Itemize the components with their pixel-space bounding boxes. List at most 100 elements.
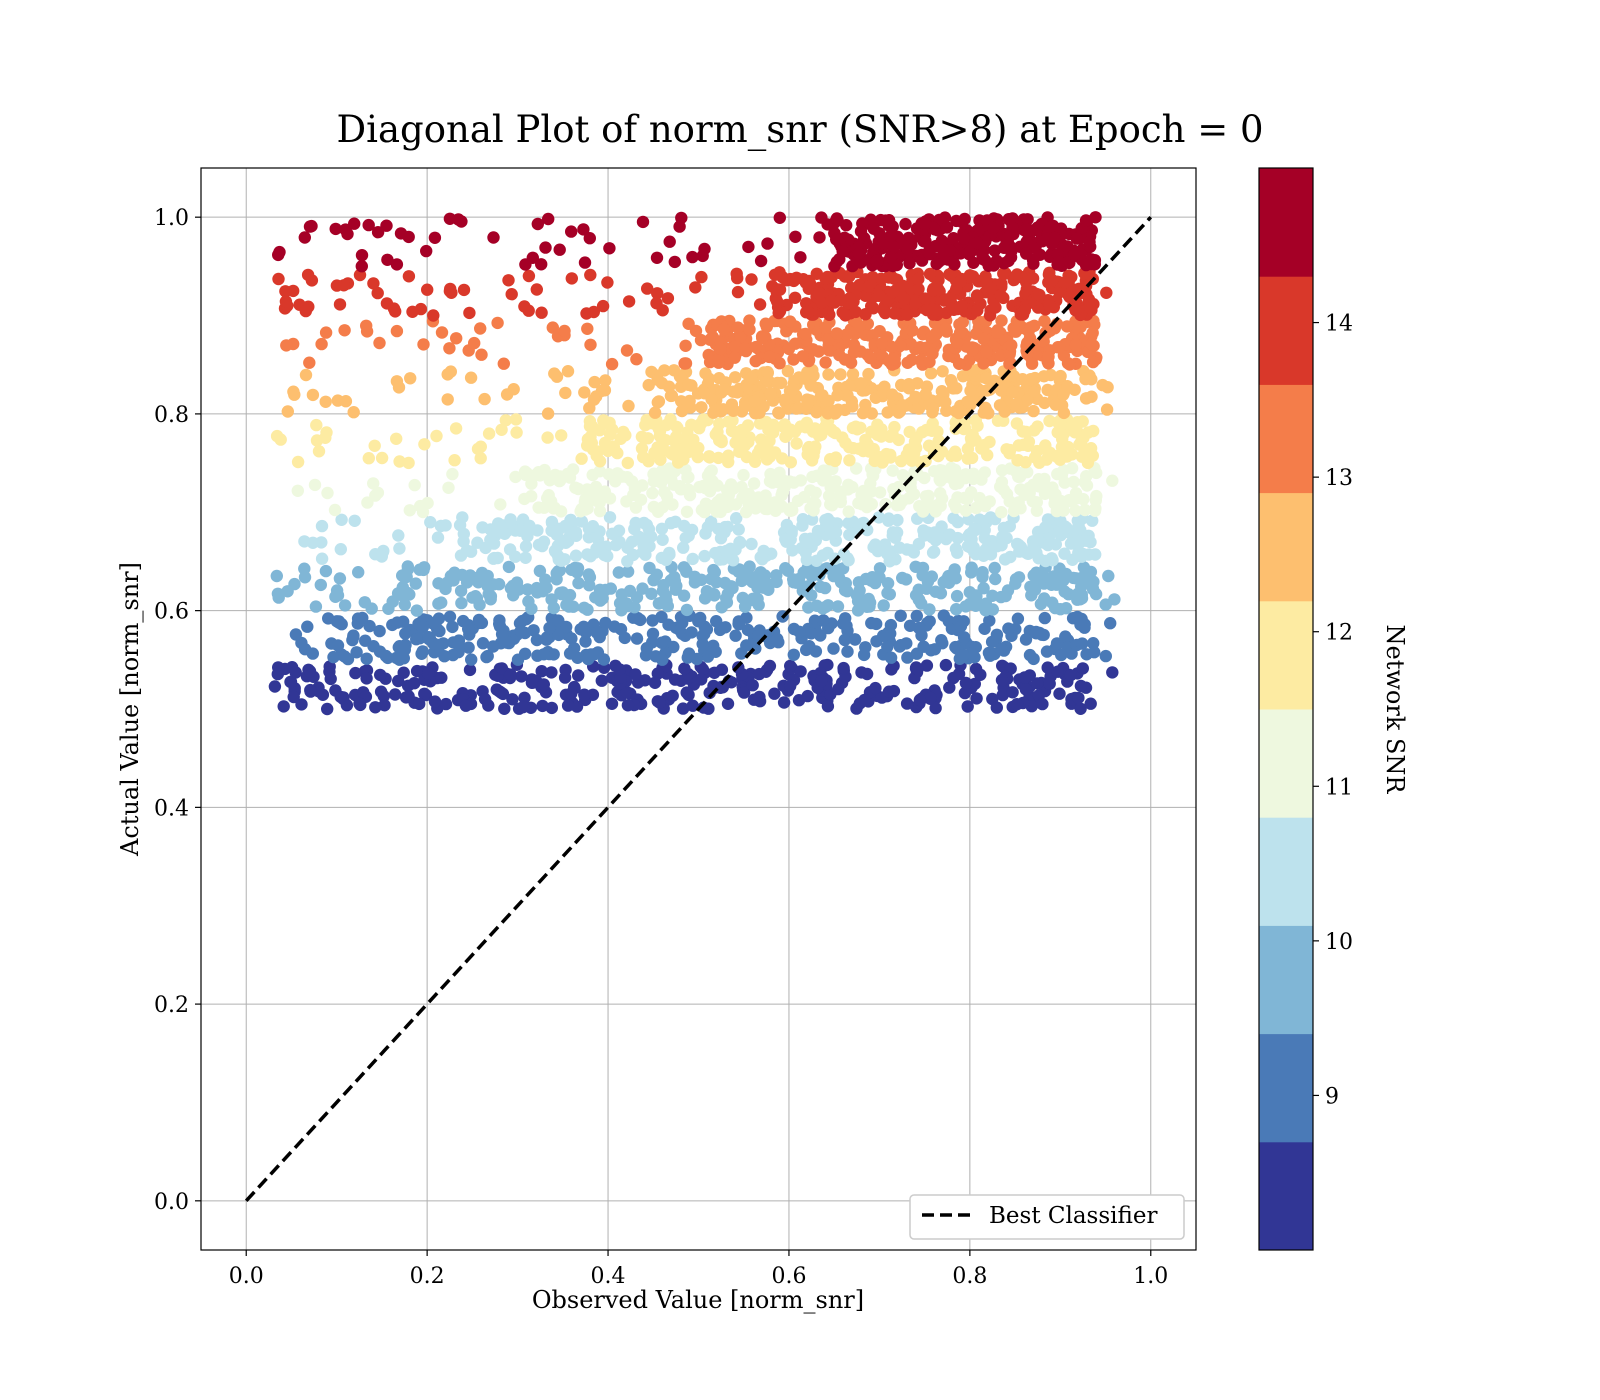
scatter-point [635,430,649,443]
scatter-point [697,479,710,493]
scatter-point [314,578,327,592]
scatter-point [922,439,936,452]
scatter-point [375,550,388,563]
scatter-point [919,218,932,231]
scatter-point [959,504,973,517]
scatter-point [884,229,897,243]
scatter-point [753,667,766,681]
scatter-point [526,676,540,689]
scatter-point [540,581,553,594]
scatter-point [686,552,699,566]
colorbar-segment [1259,492,1313,602]
scatter-point [609,538,623,552]
scatter-point [1084,442,1098,455]
scatter-point [1000,487,1014,501]
scatter-point [979,254,992,267]
scatter-point [773,211,786,224]
scatter-point [415,647,428,660]
scatter-point [545,524,558,537]
scatter-point [459,699,473,712]
scatter-point [498,702,511,715]
scatter-point [599,616,612,630]
scatter-point [1060,320,1074,333]
scatter-point [810,469,824,482]
scatter-point [476,637,490,650]
scatter-point [390,432,403,445]
scatter-point [1028,583,1042,596]
scatter-point [1043,446,1057,459]
scatter-point [360,652,373,665]
x-tick-label: 0.6 [771,1264,806,1289]
scatter-point [402,690,415,703]
scatter-point [303,220,317,233]
scatter-point [782,342,796,356]
scatter-point [289,666,302,679]
scatter-point [629,516,642,530]
scatter-point [578,688,591,701]
scatter-point [457,283,471,297]
scatter-point [475,348,488,361]
scatter-point [1051,467,1064,481]
scatter-point [749,593,763,606]
scatter-point [708,589,721,602]
scatter-point [907,488,921,501]
scatter-point [622,295,636,308]
scatter-point [330,279,344,292]
scatter-point [1090,466,1103,480]
scatter-point [720,483,734,497]
scatter-point [722,455,735,469]
scatter-point [593,630,606,644]
scatter-point [718,383,731,396]
scatter-point [896,494,909,507]
scatter-point [331,639,345,652]
scatter-point [805,379,818,392]
scatter-point [362,452,375,465]
scatter-point [772,407,786,420]
scatter-point [540,633,553,646]
x-axis-label: Observed Value [norm_snr] [532,1286,864,1314]
scatter-point [509,470,522,484]
scatter-point [1051,665,1064,678]
scatter-point [1084,535,1097,549]
scatter-point [509,413,523,426]
scatter-point [887,240,900,254]
scatter-point [778,418,791,431]
scatter-point [749,340,763,354]
scatter-point [1071,416,1084,429]
scatter-point [1049,398,1062,411]
scatter-point [319,395,332,408]
scatter-point [997,414,1010,427]
scatter-point [980,346,993,359]
scatter-point [495,662,509,675]
scatter-point [1026,272,1040,285]
scatter-point [967,472,980,486]
scatter-point [1099,649,1113,663]
scatter-point [1052,341,1066,354]
scatter-point [1088,504,1102,517]
scatter-point [779,533,792,546]
scatter-point [695,270,708,284]
scatter-point [702,450,716,464]
scatter-point [446,620,459,634]
scatter-point [1074,702,1087,715]
scatter-point [321,486,334,500]
scatter-point [761,237,774,250]
scatter-point [465,653,478,666]
x-tick-label: 0.2 [410,1264,445,1289]
scatter-point [522,269,536,283]
scatter-point [1027,404,1040,418]
scatter-point [786,544,799,557]
scatter-point [710,615,723,628]
scatter-point [995,673,1009,687]
scatter-point [929,701,942,715]
scatter-point [634,613,647,627]
scatter-point [856,406,870,420]
scatter-point [659,553,673,566]
scatter-point [1028,385,1041,398]
scatter-point [1083,295,1096,308]
scatter-point [805,627,818,640]
x-tick-label: 0.8 [952,1264,987,1289]
scatter-point [640,642,653,655]
scatter-point [1044,324,1057,337]
scatter-point [338,599,352,612]
